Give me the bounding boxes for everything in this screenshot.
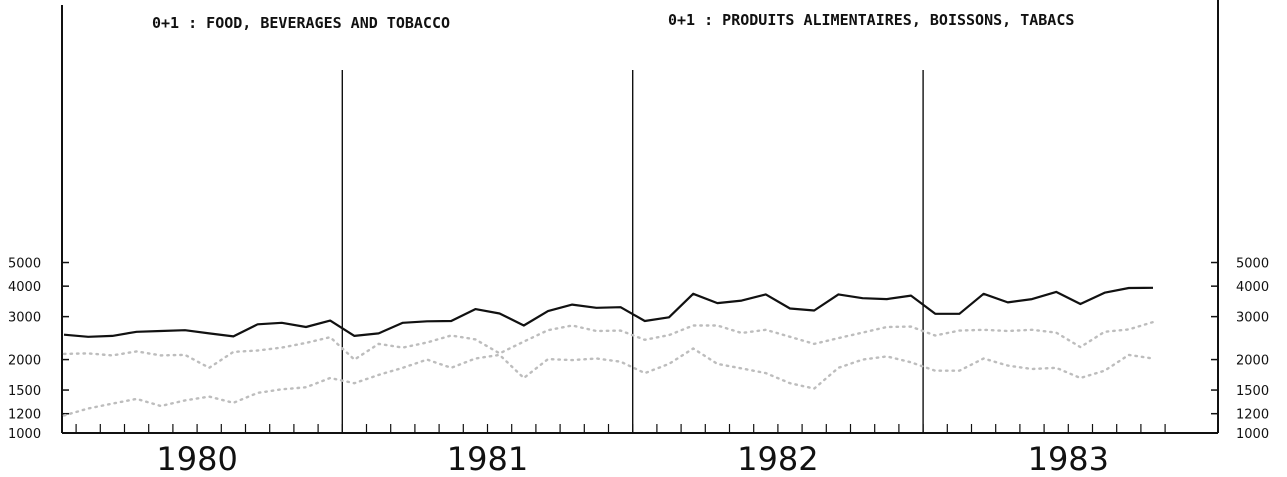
- year-label: 1982: [737, 440, 818, 477]
- y-tick-label-left: 1200: [8, 408, 41, 423]
- year-dividers: [341, 70, 924, 433]
- series-line-3: [62, 347, 1155, 417]
- x-axis-month-ticks: [75, 424, 1166, 433]
- y-tick-label-right: 1000: [1236, 427, 1269, 442]
- y-tick-label-left: 1500: [8, 384, 41, 399]
- data-series: [62, 286, 1155, 417]
- y-tick-label-left: 4000: [8, 280, 41, 295]
- y-tick-label-right: 1500: [1236, 384, 1269, 399]
- year-label: 1983: [1028, 440, 1109, 477]
- y-tick-label-right: 1200: [1236, 408, 1269, 423]
- chart-title-english: 0+1 : FOOD, BEVERAGES AND TOBACCO: [152, 14, 450, 32]
- y-tick-label-right: 2000: [1236, 354, 1269, 369]
- y-tick-label-left: 1000: [8, 427, 41, 442]
- series-line-2: [62, 320, 1155, 370]
- y-tick-label-left: 3000: [8, 311, 41, 326]
- y-tick-label-left: 5000: [8, 257, 41, 272]
- y-tick-label-right: 5000: [1236, 257, 1269, 272]
- y-tick-label-left: 2000: [8, 354, 41, 369]
- series-line-1: [63, 286, 1154, 338]
- year-labels: 1980 1981 1982 1983: [156, 440, 1109, 477]
- chart-title-french: 0+1 : PRODUITS ALIMENTAIRES, BOISSONS, T…: [668, 11, 1074, 29]
- y-tick-label-right: 3000: [1236, 311, 1269, 326]
- year-label: 1980: [156, 440, 237, 477]
- year-label: 1981: [447, 440, 528, 477]
- y-tick-label-right: 4000: [1236, 280, 1269, 295]
- y-axis-ticks: 1000 1000 1200 1200 1500 1500 2000 2000 3000 3000…: [8, 257, 1269, 442]
